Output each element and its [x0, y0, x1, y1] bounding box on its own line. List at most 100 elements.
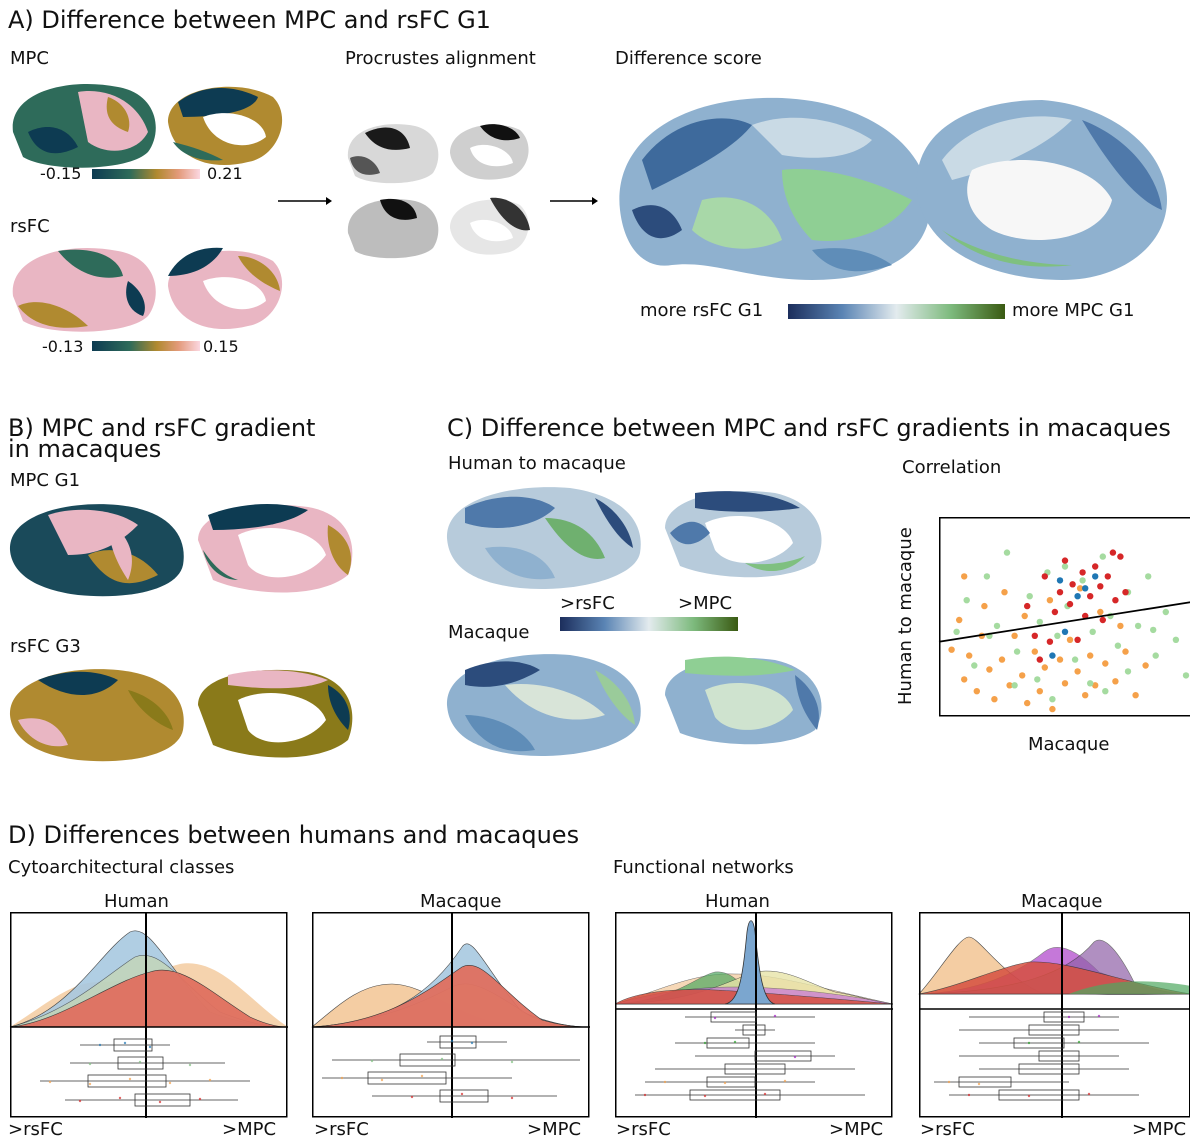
rsfc-g3-label: rsFC G3 — [10, 636, 81, 657]
arrow-to-difference-icon — [550, 197, 598, 205]
d2-right-tick: >MPC — [527, 1119, 582, 1140]
colorbar-rsfc-label: >rsFC — [560, 593, 615, 614]
scatter-point — [1145, 573, 1152, 580]
func-macaque-raincloud — [918, 912, 1190, 1118]
mpc-label: MPC — [10, 48, 49, 69]
scatter-point — [1117, 553, 1124, 560]
scatter-point — [1112, 597, 1119, 604]
scatter-point — [1056, 656, 1064, 663]
panel-b-title-line1: B) MPC and rsFC gradient — [8, 414, 316, 442]
scatter-point — [971, 662, 978, 669]
rsfc-brain-surfaces — [12, 247, 283, 332]
rsfc-label: rsFC — [10, 216, 50, 237]
scatter-point — [1069, 581, 1076, 588]
func-human-title: Human — [705, 891, 770, 912]
scatter-point — [1112, 678, 1119, 685]
scatter-point — [1142, 662, 1149, 669]
macaque-diff-colorbar — [560, 617, 738, 631]
panel-d-title: D) Differences between humans and macaqu… — [8, 821, 580, 849]
scatter-point — [983, 573, 991, 580]
scatter-point — [1132, 692, 1139, 699]
scatter-point — [1024, 602, 1031, 610]
difference-colorbar — [788, 304, 1005, 319]
scatter-point — [1041, 664, 1048, 671]
scatter-point — [1092, 563, 1099, 570]
scatter-point — [1036, 656, 1043, 663]
scatter-point — [1092, 682, 1099, 689]
scatter-frame — [939, 517, 1190, 717]
scatter-point — [1049, 652, 1056, 659]
scatter-point — [1021, 612, 1028, 620]
macaque-diff-brain-surfaces — [446, 654, 822, 756]
scatter-point — [1099, 616, 1106, 624]
scatter-ylabel: Human to macaque — [895, 527, 916, 705]
d3-right-tick: >MPC — [829, 1119, 884, 1140]
scatter-point — [1041, 573, 1048, 580]
scatter-point — [963, 597, 970, 604]
scatter-point — [1046, 638, 1054, 645]
rsfc-colorbar — [92, 341, 200, 351]
scatter-point — [1031, 648, 1038, 655]
mpc-colorbar — [92, 169, 200, 179]
scatter-point — [1074, 593, 1081, 600]
mpc-colorbar-min: -0.15 — [40, 164, 82, 183]
scatter-point — [961, 676, 968, 683]
func-macaque-title: Macaque — [1021, 891, 1103, 912]
panel-b-title-line2: in macaques — [8, 435, 162, 463]
difference-score-label: Difference score — [615, 48, 762, 69]
scatter-point — [1061, 680, 1069, 687]
scatter-point — [1011, 682, 1018, 689]
scatter-point — [1011, 632, 1018, 639]
mpc-colorbar-max: 0.21 — [207, 164, 243, 183]
difference-colorbar-left: more rsFC G1 — [640, 300, 764, 321]
scatter-point — [1102, 688, 1109, 695]
scatter-point — [1074, 668, 1081, 675]
cyto-human-raincloud — [9, 912, 289, 1118]
scatter-point — [1019, 672, 1026, 679]
scatter-point — [991, 696, 998, 703]
scatter-point — [1087, 652, 1094, 659]
scatter-point — [1013, 648, 1021, 655]
scatter-point — [1001, 589, 1008, 596]
d1-left-tick: >rsFC — [8, 1119, 63, 1140]
scatter-point — [1122, 648, 1129, 655]
scatter-point — [973, 688, 980, 695]
func-human-raincloud — [614, 912, 894, 1118]
rsfc-colorbar-max: 0.15 — [203, 337, 239, 356]
scatter-point — [1066, 600, 1074, 608]
scatter-point — [981, 602, 988, 610]
scatter-point — [998, 656, 1006, 663]
d4-right-tick: >MPC — [1132, 1119, 1187, 1140]
scatter-point — [1092, 573, 1099, 580]
scatter-point — [1061, 557, 1069, 564]
colorbar-mpc-label: >MPC — [678, 593, 733, 614]
scatter-point — [1082, 612, 1089, 620]
scatter-point — [1114, 642, 1122, 649]
scatter-point — [1034, 676, 1041, 683]
correlation-scatter-plot — [938, 517, 1190, 717]
scatter-point — [1036, 688, 1043, 695]
macaque-label: Macaque — [448, 622, 530, 643]
cyto-human-title: Human — [104, 891, 169, 912]
scatter-point — [1066, 636, 1074, 643]
scatter-point — [1087, 680, 1094, 687]
arrow-to-procrustes-icon — [278, 197, 332, 205]
scatter-point — [1152, 652, 1159, 659]
scatter-point — [1109, 549, 1117, 556]
human-to-macaque-label: Human to macaque — [448, 453, 626, 474]
scatter-point — [1061, 628, 1069, 635]
procrustes-brain-surfaces — [347, 124, 530, 259]
scatter-point — [1056, 589, 1064, 596]
scatter-point — [993, 622, 1001, 630]
mpc-brain-surfaces — [12, 84, 283, 168]
scatter-point — [1097, 583, 1104, 590]
scatter-point — [1046, 597, 1054, 604]
scatter-point — [953, 628, 960, 635]
human-to-macaque-brain-surfaces — [446, 487, 822, 589]
scatter-point — [1082, 585, 1089, 592]
scatter-point — [1079, 569, 1086, 576]
panel-a-title: A) Difference between MPC and rsFC G1 — [8, 6, 491, 34]
scatter-point — [1006, 682, 1013, 689]
d2-left-tick: >rsFC — [314, 1119, 369, 1140]
rsfc-colorbar-min: -0.13 — [42, 337, 84, 356]
